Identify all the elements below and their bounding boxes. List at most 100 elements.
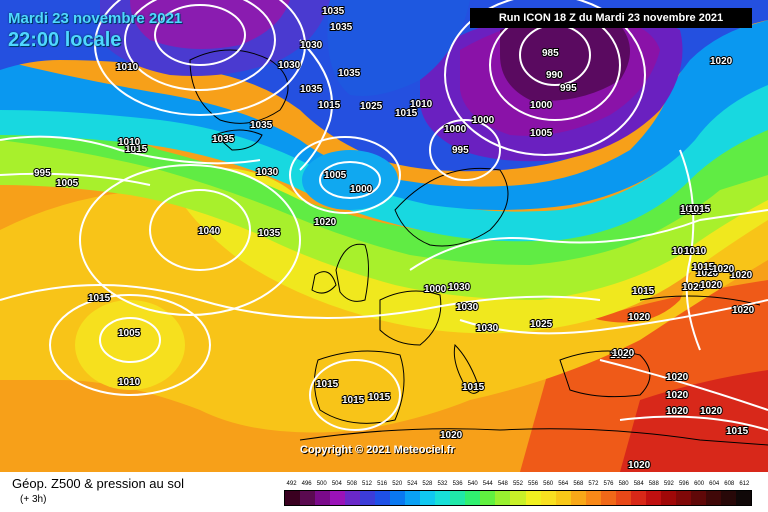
isobar-label: 1015 [368, 392, 391, 403]
scale-tick-label: 520 [392, 481, 403, 487]
zone-cutoff-low [302, 150, 398, 210]
coast-france [379, 290, 442, 346]
scale-color-swatch [705, 491, 721, 505]
scale-color-swatch [690, 491, 706, 505]
isobar-label: 1030 [476, 323, 499, 334]
scale-color-swatch [720, 491, 736, 505]
isobar-label: 1030 [300, 40, 323, 51]
scale-tick-label: 544 [482, 481, 493, 487]
isobar-label: 1015 [692, 262, 715, 273]
scale-color-swatch [645, 491, 661, 505]
isobar-labels: 1035 1030 1035 1010 1030 1035 1025 1010 … [33, 5, 756, 472]
isobar-label: 1000 [472, 115, 495, 126]
isobar-label: 1035 [212, 134, 235, 145]
scale-tick-label: 508 [346, 481, 357, 487]
copyright: Copyright © 2021 Meteociel.fr [300, 444, 455, 456]
scale-tick-label: 556 [528, 481, 539, 487]
isobar-label: 1020 [666, 406, 689, 417]
isobar-label: 1010 [118, 137, 141, 148]
scale-color-swatch [360, 491, 376, 505]
isobar-cutoff-outer [289, 136, 401, 214]
scale-tick-label: 504 [331, 481, 342, 487]
scale-color-swatch [375, 491, 391, 505]
coast-north-africa [299, 428, 768, 446]
zone-dark-core [500, 18, 630, 101]
isobar-line-a [0, 284, 601, 319]
isobar-label: 1000 [530, 100, 553, 111]
isobar-label: 1020 [732, 305, 755, 316]
isobar-label: 1010 [672, 246, 695, 257]
color-scale-bar [284, 490, 752, 506]
isobar-label: 1030 [456, 302, 479, 313]
isobar-label: 1020 [710, 56, 733, 67]
isobar-label: 1020 [628, 460, 651, 471]
isobar-low-scand [429, 119, 501, 181]
scale-color-swatch [405, 491, 421, 505]
isobar-label: 995 [34, 168, 51, 179]
isobar-azores-outer [49, 294, 211, 396]
scale-color-swatch [450, 491, 466, 505]
isobar-label: 1015 [316, 379, 339, 390]
isobar-label: 1020 [700, 280, 723, 291]
scale-tick-label: 524 [407, 481, 418, 487]
scale-tick-label: 528 [422, 481, 433, 487]
scale-color-swatch [420, 491, 436, 505]
isobar-label: 1015 [342, 395, 365, 406]
isobar-label: 1035 [250, 120, 273, 131]
isobar-label: 1040 [198, 226, 221, 237]
isobar-label: 985 [542, 48, 559, 59]
scale-tick-label: 568 [573, 481, 584, 487]
scale-tick-label: 500 [316, 481, 327, 487]
scale-color-swatch [465, 491, 481, 505]
zone-hot-se [620, 370, 768, 472]
scale-color-swatch [480, 491, 496, 505]
scale-color-swatch [345, 491, 361, 505]
scale-tick-label: 532 [437, 481, 448, 487]
scale-tick-label: 512 [362, 481, 373, 487]
isobar-label: 995 [560, 83, 577, 94]
isobar-label: 1015 [395, 108, 418, 119]
isobar-label: 1030 [278, 60, 301, 71]
isobar-label: 1020 [730, 270, 753, 281]
legend-footer: Géop. Z500 & pression au sol (+ 3h) 492 4… [0, 472, 768, 512]
scale-tick-label: 516 [377, 481, 388, 487]
isobar-line-f [0, 135, 261, 165]
isobar-label: 1015 [462, 382, 485, 393]
zone-lime-band [0, 140, 768, 300]
isobar-label: 1015 [688, 204, 711, 215]
isobar-label: 1015 [680, 206, 703, 217]
isobar-label: 1000 [350, 184, 373, 195]
isobar-label: 1005 [118, 328, 141, 339]
coastlines [189, 49, 768, 446]
scale-color-swatch [315, 491, 331, 505]
scale-tick-label: 572 [588, 481, 599, 487]
scale-tick-label: 584 [633, 481, 644, 487]
isobar-label: 1035 [300, 84, 323, 95]
coast-scandinavia [394, 167, 509, 247]
isobar-label: 1020 [666, 390, 689, 401]
isobar-label: 1010 [410, 99, 433, 110]
coast-iberia [314, 350, 405, 424]
isobar-label: 1000 [444, 124, 467, 135]
zone-yellow-blob [75, 300, 185, 390]
scale-color-swatch [585, 491, 601, 505]
isobar-label: 1015 [680, 204, 703, 215]
scale-color-swatch [330, 491, 346, 505]
scale-color-swatch [555, 491, 571, 505]
isobar-azores-inner [99, 317, 161, 363]
isobar-label: 1025 [360, 101, 383, 112]
isobar-label: 1015 [125, 144, 148, 155]
isobar-label: 990 [546, 70, 563, 81]
isobar-line-h [299, 39, 333, 171]
isobar-line-e [619, 415, 768, 431]
isobar-label: 1020 [314, 217, 337, 228]
coast-black-sea [559, 350, 651, 398]
scale-color-swatch [675, 491, 691, 505]
scale-tick-label: 536 [452, 481, 463, 487]
forecast-date: Mardi 23 novembre 2021 [8, 10, 183, 27]
scale-color-swatch [435, 491, 451, 505]
scale-color-swatch [735, 491, 751, 505]
isobar-low-east-outer [444, 0, 646, 156]
coast-uk [335, 243, 369, 302]
scale-tick-label: 540 [467, 481, 478, 487]
